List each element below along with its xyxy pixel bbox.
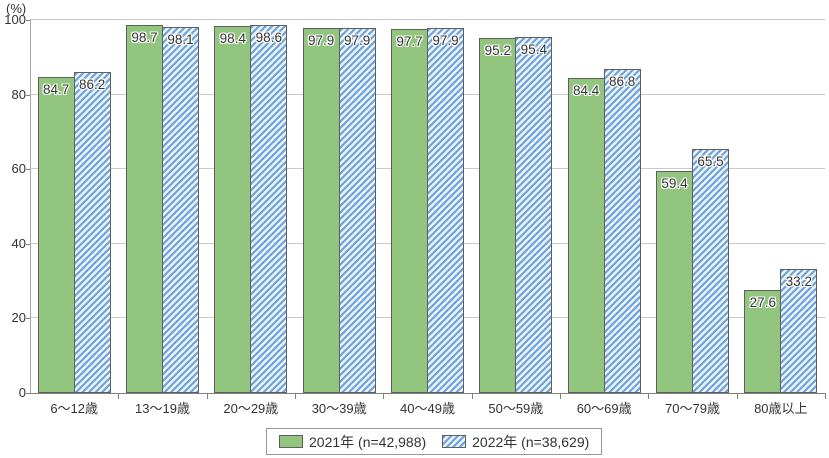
y-tick-mark-80 <box>26 94 30 96</box>
bar-group-80歳以上: 27.6 33.2 <box>737 20 825 393</box>
y-axis-unit-label: (%) <box>6 1 27 16</box>
bar-value-label: 97.9 <box>344 32 371 48</box>
gridline-100 <box>30 19 825 20</box>
y-axis-line <box>30 20 31 393</box>
y-tick-mark-20 <box>26 318 30 320</box>
legend-label: 2022年 (n=38,629) <box>472 433 590 450</box>
bar-value-label: 84.4 <box>573 83 600 99</box>
x-boundary-tick-6 <box>560 394 561 399</box>
bar-value-label: 33.2 <box>785 274 812 290</box>
x-category-label-80歳以上: 80歳以上 <box>754 401 808 416</box>
y-tick-label-40: 40 <box>11 235 26 251</box>
bar-value-label: 98.4 <box>219 31 246 46</box>
y-tick-label-100: 100 <box>4 12 26 27</box>
legend-item-2021年 (n=42,988): 2021年 (n=42,988) <box>279 432 426 452</box>
bar-2021年 (n=42,988)-40～49歳: 97.7 <box>390 28 428 393</box>
x-boundary-tick-5 <box>471 394 473 399</box>
bar-2021年 (n=42,988)-80歳以上: 27.6 <box>744 290 782 393</box>
bar-value-label: 95.4 <box>520 42 547 58</box>
legend-label: 2021年 (n=42,988) <box>309 433 427 450</box>
x-boundary-tick-3 <box>295 394 296 399</box>
legend-swatch-icon <box>279 435 303 448</box>
bar-2022年 (n=38,629)-50～59歳: 95.4 <box>515 37 553 393</box>
bar-value-label: 65.5 <box>697 153 724 169</box>
bar-value-label: 97.7 <box>396 33 423 49</box>
bar-2022年 (n=38,629)-30～39歳: 97.9 <box>338 27 376 393</box>
legend: 2021年 (n=42,988) 2022年 (n=38,629) <box>266 428 603 455</box>
bar-2021年 (n=42,988)-6～12歳: 84.7 <box>37 77 75 393</box>
bar-group-50～59歳: 95.2 95.4 <box>472 20 560 393</box>
bar-2022年 (n=38,629)-13～19歳: 98.1 <box>161 27 199 393</box>
bar-value-label: 86.2 <box>79 76 106 92</box>
bar-value-label: 98.1 <box>167 32 194 48</box>
x-boundary-tick-4 <box>383 394 385 399</box>
y-tick-mark-0 <box>26 393 30 394</box>
y-tick-label-60: 60 <box>11 161 26 177</box>
bar-group-6～12歳: 84.7 86.2 <box>30 20 118 393</box>
x-boundary-tick-7 <box>648 394 650 399</box>
legend-item-2022年 (n=38,629): 2022年 (n=38,629) <box>442 432 589 452</box>
legend-swatch-icon <box>442 435 467 448</box>
bar-value-label: 95.2 <box>484 42 511 58</box>
x-boundary-tick-2 <box>206 394 208 399</box>
bar-value-label: 97.9 <box>308 32 335 48</box>
bar-2021年 (n=42,988)-20～29歳: 98.4 <box>214 26 252 393</box>
x-category-label-13～19歳: 13～19歳 <box>135 401 190 416</box>
bar-group-30～39歳: 97.9 97.9 <box>295 20 383 393</box>
bar-value-label: 97.9 <box>432 32 459 48</box>
bar-group-70～79歳: 59.4 65.5 <box>648 20 736 393</box>
bar-2022年 (n=38,629)-70～79歳: 65.5 <box>691 148 729 393</box>
bar-group-13～19歳: 98.7 98.1 <box>118 20 206 393</box>
bar-value-label: 27.6 <box>749 295 776 311</box>
y-tick-mark-100 <box>26 20 30 21</box>
bar-2022年 (n=38,629)-80歳以上: 33.2 <box>780 269 818 393</box>
bar-value-label: 98.7 <box>131 29 158 45</box>
x-category-label-70～79歳: 70～79歳 <box>665 401 720 416</box>
y-tick-mark-60 <box>26 169 30 171</box>
bar-2022年 (n=38,629)-60～69歳: 86.8 <box>603 69 641 393</box>
bar-2021年 (n=42,988)-50～59歳: 95.2 <box>479 37 517 393</box>
x-boundary-tick-1 <box>118 394 120 399</box>
x-category-label-20～29歳: 20～29歳 <box>223 401 279 416</box>
y-tick-label-20: 20 <box>11 310 26 326</box>
bar-2022年 (n=38,629)-6～12歳: 86.2 <box>73 71 111 393</box>
x-category-label-40～49歳: 40～49歳 <box>400 401 455 416</box>
x-boundary-tick-8 <box>736 394 738 399</box>
bar-2021年 (n=42,988)-60～69歳: 84.4 <box>567 78 605 393</box>
bar-group-20～29歳: 98.4 98.6 <box>207 20 295 393</box>
bar-value-label: 59.4 <box>661 176 688 192</box>
bar-2021年 (n=42,988)-13～19歳: 98.7 <box>125 24 163 393</box>
bar-2022年 (n=38,629)-40～49歳: 97.9 <box>426 27 464 393</box>
bar-2021年 (n=42,988)-70～79歳: 59.4 <box>655 171 693 393</box>
bar-value-label: 84.7 <box>43 82 70 98</box>
x-category-label-30～39歳: 30～39歳 <box>311 401 367 416</box>
bar-group-60～69歳: 84.4 86.8 <box>560 20 648 393</box>
y-tick-label-80: 80 <box>11 86 26 102</box>
bar-value-label: 98.6 <box>255 30 282 46</box>
bar-value-label: 86.8 <box>609 74 636 90</box>
bar-2021年 (n=42,988)-30～39歳: 97.9 <box>302 27 340 393</box>
y-tick-label-0: 0 <box>18 385 26 400</box>
x-category-label-50～59歳: 50～59歳 <box>488 401 544 416</box>
x-axis-line <box>30 393 826 394</box>
x-boundary-tick-9 <box>825 394 826 399</box>
x-category-label-6～12歳: 6～12歳 <box>50 401 99 416</box>
bar-2022年 (n=38,629)-20～29歳: 98.6 <box>250 25 288 393</box>
plot-area: 84.7 86.2 98.7 98.1 98.4 98.6 97.9 97.9 97.7 97.9… <box>30 19 825 393</box>
x-category-label-60～69歳: 60～69歳 <box>576 401 632 416</box>
bar-group-40～49歳: 97.7 97.9 <box>383 20 471 393</box>
y-tick-mark-40 <box>26 243 30 245</box>
